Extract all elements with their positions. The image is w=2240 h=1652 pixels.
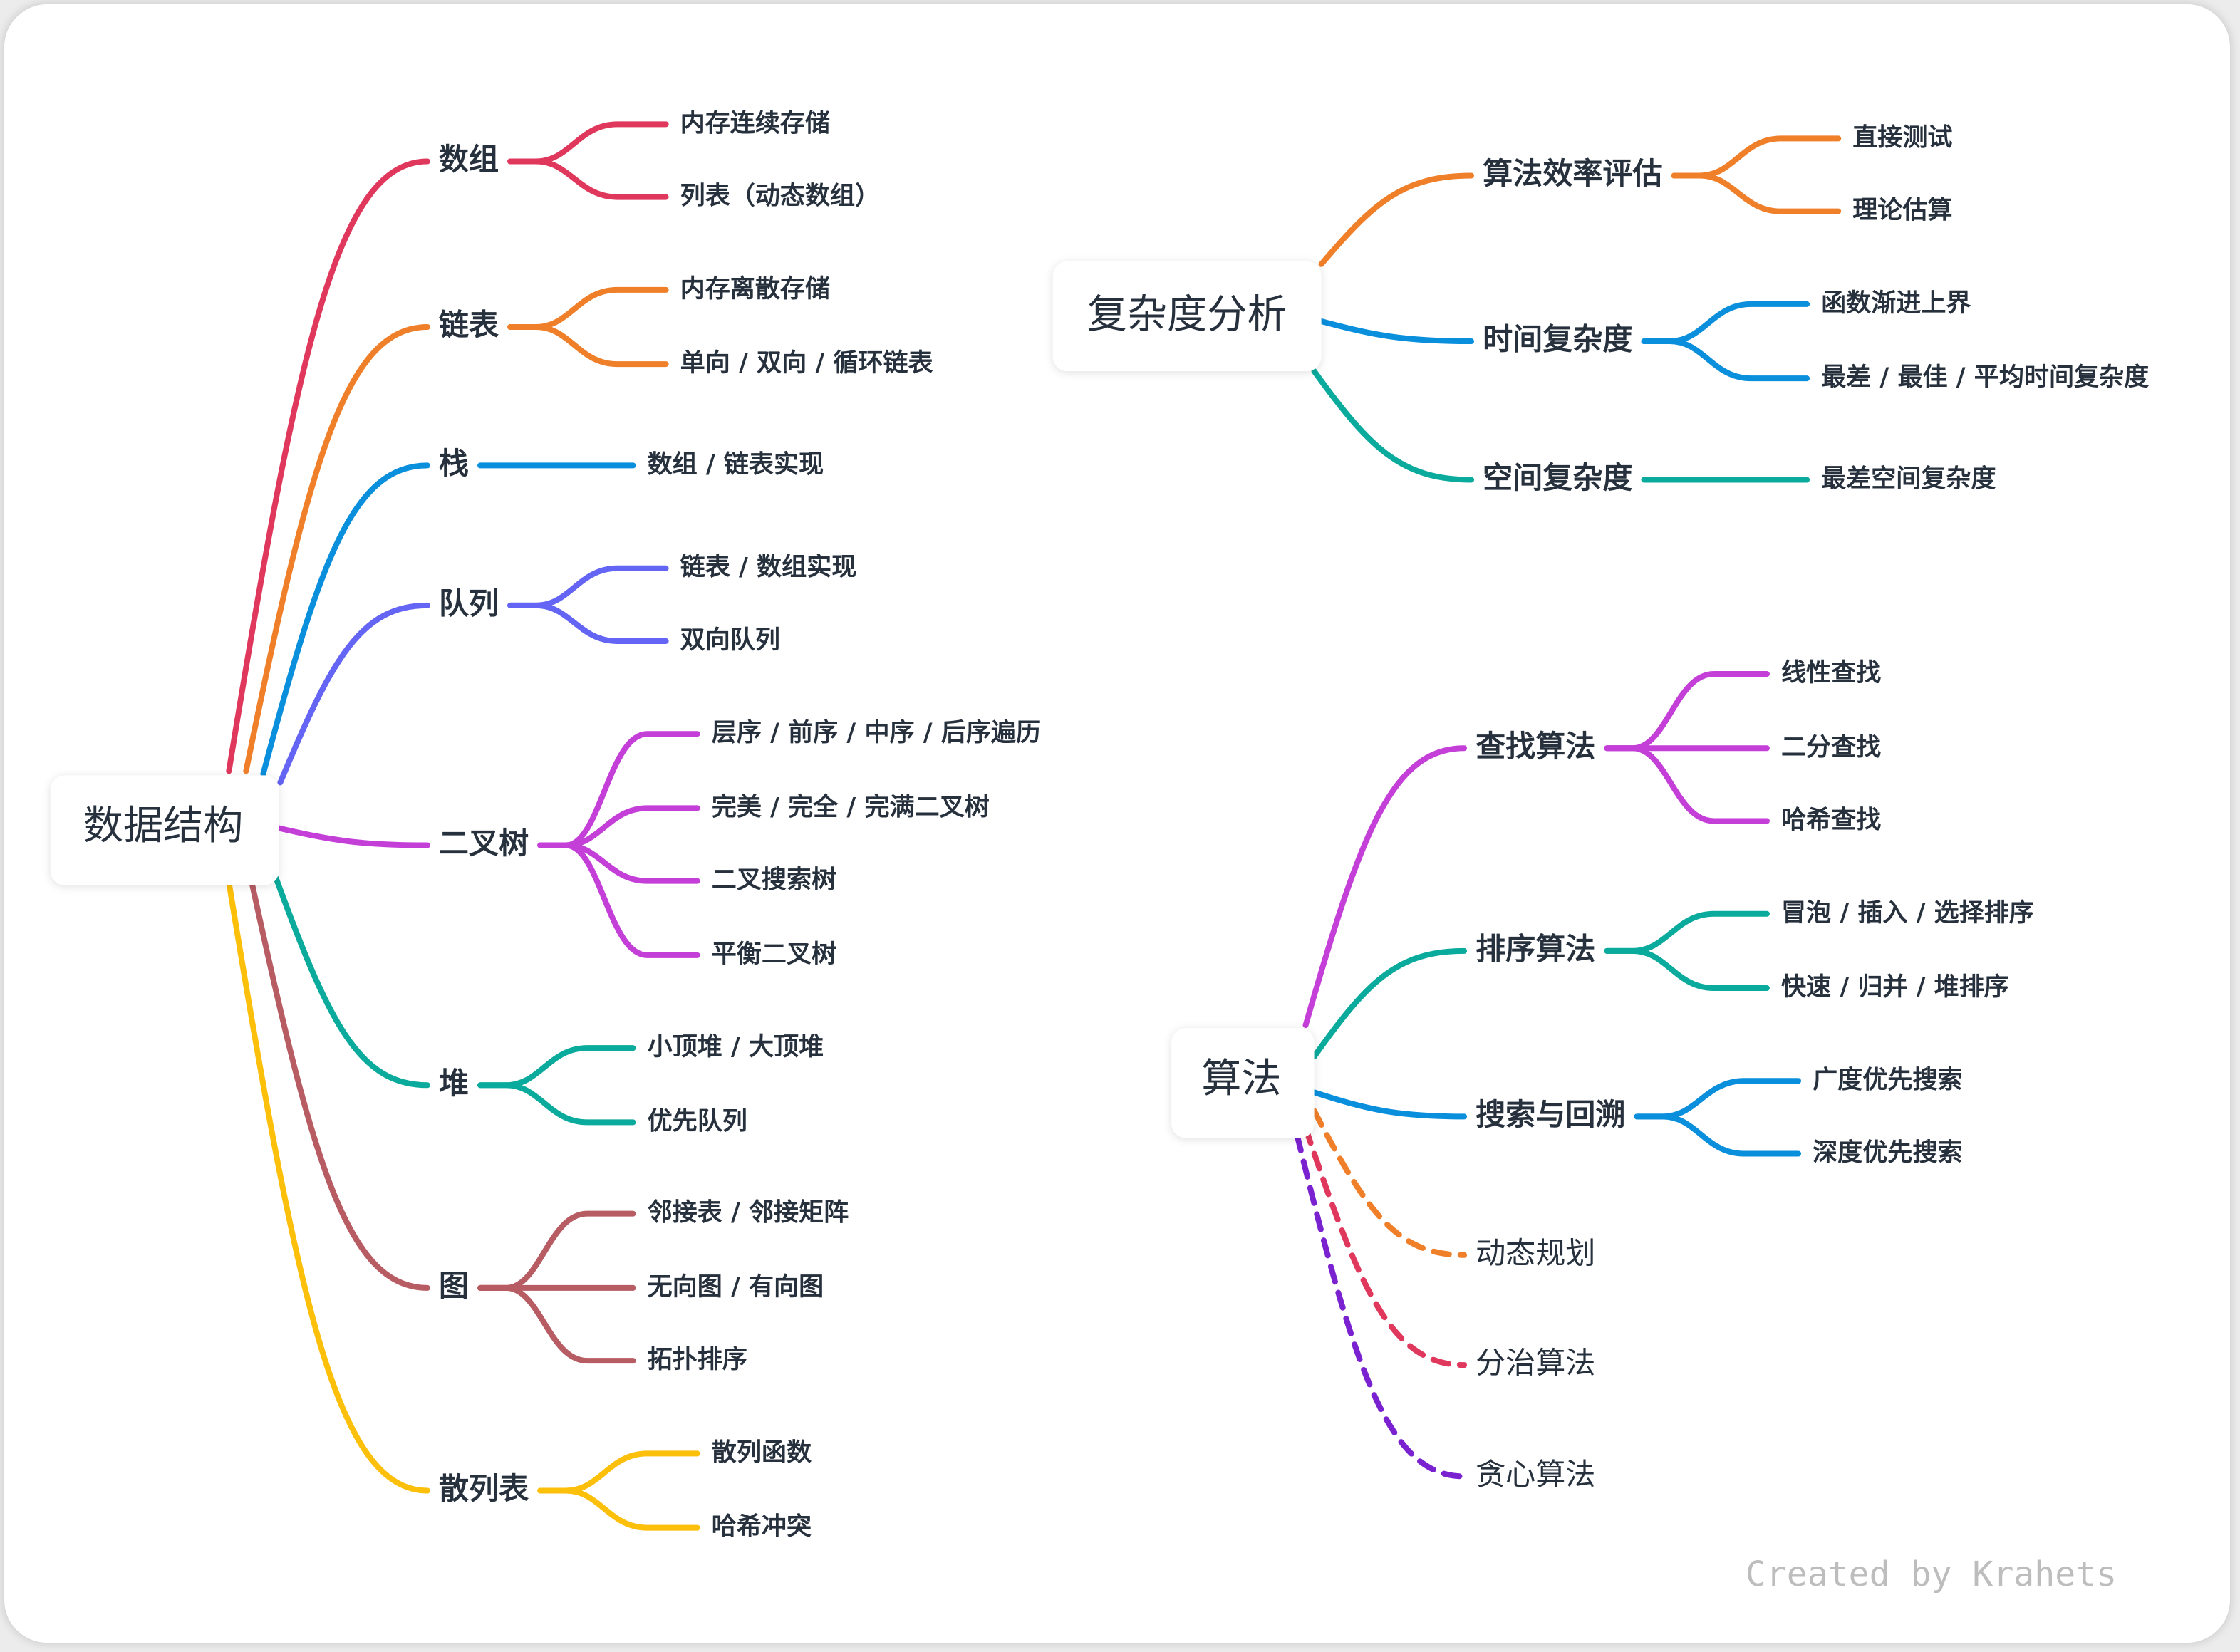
branch-node[interactable]: 数组	[439, 142, 499, 177]
branch-node[interactable]: 搜索与回溯	[1476, 1097, 1625, 1132]
leaf-node[interactable]: 二分查找	[1781, 732, 1881, 762]
root-node-label[interactable]: 算法	[1201, 1056, 1281, 1102]
branch-connector	[276, 825, 430, 848]
leaf-node[interactable]: 理论估算	[1852, 196, 1952, 225]
branch-connector	[277, 602, 430, 786]
leaf-connector	[537, 1487, 700, 1531]
leaf-connector	[1671, 135, 1842, 179]
leaf-node[interactable]: 内存连续存储	[680, 108, 830, 137]
leaf-node[interactable]: 邻接表 / 邻接矩阵	[648, 1198, 849, 1227]
leaf-connector	[1634, 1078, 1802, 1120]
branch-node[interactable]: 链表	[439, 307, 499, 342]
leaf-node[interactable]: 拓扑排序	[648, 1345, 747, 1374]
leaf-connector	[507, 565, 669, 608]
leaf-node[interactable]: 直接测试	[1852, 123, 1952, 152]
leaf-node[interactable]: 双向队列	[680, 625, 780, 655]
root-node-box[interactable]	[1052, 261, 1322, 372]
branch-node[interactable]: 贪心算法	[1476, 1457, 1595, 1492]
branch-connector	[1311, 1108, 1468, 1258]
leaf-connector	[1641, 338, 1810, 382]
branch-node[interactable]: 分治算法	[1476, 1346, 1595, 1381]
leaf-node[interactable]: 哈希查找	[1781, 805, 1881, 834]
branch-connector	[260, 462, 430, 777]
branch-connector	[249, 879, 430, 1291]
leaf-node[interactable]: 优先队列	[648, 1106, 747, 1136]
watermark: Created by Krahets	[1746, 1554, 2117, 1594]
leaf-connector	[507, 323, 669, 368]
leaf-node[interactable]: 广度优先搜索	[1813, 1065, 1962, 1094]
leaf-node[interactable]: 完美 / 完全 / 完满二叉树	[712, 792, 990, 821]
root-node-box[interactable]	[50, 775, 279, 885]
root-node-label[interactable]: 数据结构	[83, 803, 243, 849]
branch-node[interactable]: 图	[439, 1268, 469, 1303]
leaf-node[interactable]: 深度优先搜索	[1813, 1138, 1962, 1167]
leaf-connector	[537, 842, 700, 884]
leaf-connector	[507, 602, 669, 644]
leaf-connector	[477, 1082, 636, 1126]
leaf-node[interactable]: 数组 / 链表实现	[648, 450, 824, 479]
branch-node[interactable]: 时间复杂度	[1483, 322, 1632, 357]
leaf-connector	[537, 805, 700, 848]
leaf-connector	[537, 731, 700, 848]
leaf-node[interactable]: 线性查找	[1781, 658, 1881, 687]
branch-connector	[1318, 318, 1475, 345]
branch-connector	[1318, 172, 1475, 267]
branch-node[interactable]: 空间复杂度	[1483, 460, 1632, 495]
branch-connector	[1311, 368, 1475, 483]
leaf-node[interactable]: 最差 / 最佳 / 平均时间复杂度	[1821, 363, 2149, 392]
leaf-node[interactable]: 内存离散存储	[680, 274, 830, 303]
leaf-node[interactable]: 二叉搜索树	[712, 866, 836, 895]
branch-node[interactable]: 动态规划	[1476, 1235, 1595, 1270]
branch-connector	[243, 323, 430, 774]
leaf-node[interactable]: 函数渐进上界	[1821, 289, 1971, 318]
branch-node[interactable]: 查找算法	[1476, 729, 1595, 764]
leaf-connector	[1604, 947, 1770, 991]
leaf-connector	[1604, 910, 1770, 954]
leaf-connector	[507, 158, 669, 200]
leaf-connector	[477, 1210, 636, 1291]
branch-node[interactable]: 排序算法	[1476, 931, 1595, 966]
root-node-box[interactable]	[1171, 1028, 1315, 1138]
branch-node[interactable]: 二叉树	[439, 826, 529, 861]
leaf-connector	[1604, 671, 1770, 752]
leaf-connector	[537, 842, 700, 958]
leaf-connector	[507, 286, 669, 330]
branch-connector	[226, 879, 430, 1494]
leaf-node[interactable]: 列表（动态数组）	[680, 182, 881, 211]
leaf-node[interactable]: 小顶堆 / 大顶堆	[648, 1032, 824, 1061]
branch-connector	[1311, 947, 1468, 1060]
leaf-node[interactable]: 最差空间复杂度	[1821, 464, 1996, 493]
branch-node[interactable]: 散列表	[439, 1471, 529, 1506]
leaf-node[interactable]: 哈希冲突	[712, 1512, 812, 1542]
leaf-connector	[1634, 1113, 1802, 1157]
leaf-node[interactable]: 单向 / 双向 / 循环链表	[680, 348, 933, 378]
leaf-connector	[1671, 172, 1842, 214]
leaf-node[interactable]: 平衡二叉树	[712, 940, 836, 969]
leaf-node[interactable]: 散列函数	[712, 1438, 812, 1467]
leaf-node[interactable]: 快速 / 归并 / 堆排序	[1781, 972, 2009, 1002]
leaf-connector	[477, 1045, 636, 1089]
branch-node[interactable]: 算法效率评估	[1483, 156, 1662, 191]
branch-connector	[1302, 745, 1468, 1029]
branch-node[interactable]: 栈	[439, 446, 469, 481]
leaf-connector	[537, 1450, 700, 1494]
leaf-connector	[1641, 301, 1810, 345]
leaf-connector	[1604, 745, 1770, 824]
leaf-connector	[507, 121, 669, 165]
root-node-label[interactable]: 复杂度分析	[1087, 292, 1287, 338]
leaf-node[interactable]: 冒泡 / 插入 / 选择排序	[1781, 898, 2034, 928]
branch-connector	[1294, 1132, 1468, 1480]
branch-connector	[226, 158, 430, 774]
leaf-connector	[477, 1284, 636, 1364]
leaf-node[interactable]: 层序 / 前序 / 中序 / 后序遍历	[712, 718, 1041, 747]
branch-node[interactable]: 队列	[439, 586, 499, 620]
branch-connector	[1311, 1089, 1468, 1120]
branch-node[interactable]: 堆	[439, 1066, 469, 1101]
branch-connector	[1302, 1125, 1468, 1368]
branch-connector	[273, 875, 430, 1089]
leaf-node[interactable]: 无向图 / 有向图	[648, 1272, 824, 1302]
leaf-node[interactable]: 链表 / 数组实现	[680, 553, 857, 582]
